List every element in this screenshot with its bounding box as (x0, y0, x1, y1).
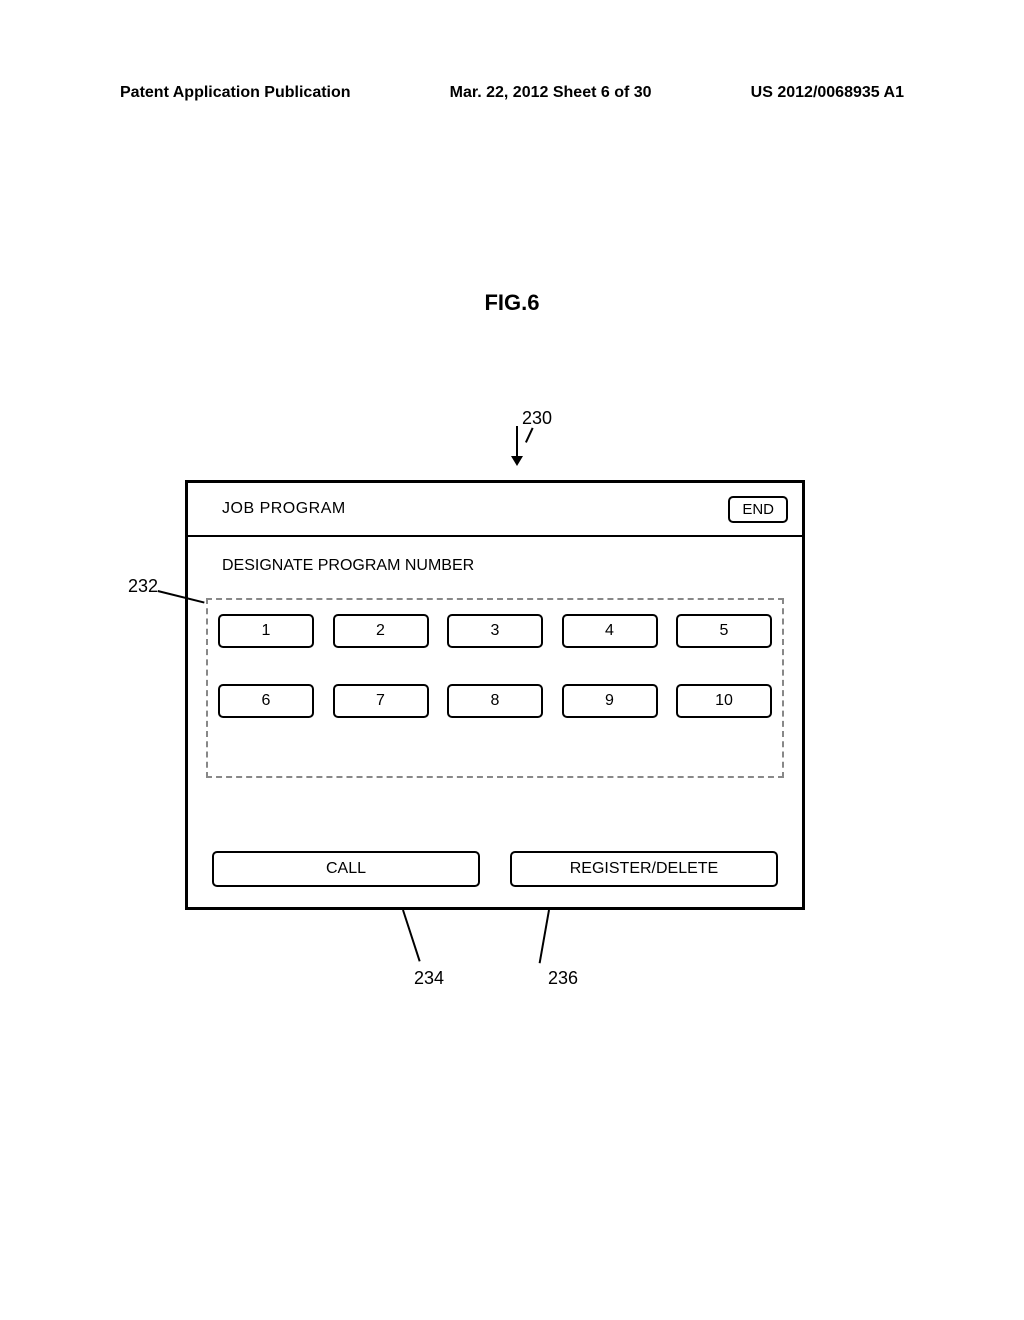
call-button[interactable]: CALL (212, 851, 480, 887)
page: Patent Application Publication Mar. 22, … (0, 0, 1024, 1320)
program-number-group: 1 2 3 4 5 6 7 8 9 10 (206, 598, 784, 778)
program-number-button[interactable]: 6 (218, 684, 314, 718)
number-row: 1 2 3 4 5 (218, 614, 772, 648)
panel-title-row: JOB PROGRAM END (188, 483, 802, 537)
leader-line (402, 910, 421, 962)
program-number-button[interactable]: 8 (447, 684, 543, 718)
header-left: Patent Application Publication (120, 84, 351, 102)
header-right: US 2012/0068935 A1 (751, 84, 904, 102)
program-number-button[interactable]: 3 (447, 614, 543, 648)
end-button[interactable]: END (728, 496, 788, 523)
number-row: 6 7 8 9 10 (218, 684, 772, 718)
program-number-button[interactable]: 9 (562, 684, 658, 718)
ref-num-236: 236 (548, 968, 578, 989)
job-program-panel: JOB PROGRAM END DESIGNATE PROGRAM NUMBER… (185, 480, 805, 910)
figure-label: FIG.6 (484, 290, 539, 316)
page-header: Patent Application Publication Mar. 22, … (120, 84, 904, 102)
header-center: Mar. 22, 2012 Sheet 6 of 30 (450, 84, 652, 102)
program-number-button[interactable]: 5 (676, 614, 772, 648)
program-number-button[interactable]: 1 (218, 614, 314, 648)
leader-line (525, 427, 534, 442)
register-delete-button[interactable]: REGISTER/DELETE (510, 851, 778, 887)
ref-num-234: 234 (414, 968, 444, 989)
panel-subtitle: DESIGNATE PROGRAM NUMBER (188, 537, 802, 575)
program-number-button[interactable]: 7 (333, 684, 429, 718)
ref-num-232: 232 (128, 576, 158, 597)
program-number-button[interactable]: 10 (676, 684, 772, 718)
ref-num-230: 230 (522, 408, 552, 429)
bottom-button-row: CALL REGISTER/DELETE (212, 851, 778, 887)
program-number-button[interactable]: 4 (562, 614, 658, 648)
program-number-button[interactable]: 2 (333, 614, 429, 648)
leader-line (539, 910, 550, 964)
panel-title: JOB PROGRAM (222, 500, 346, 518)
arrow-down-icon (516, 426, 518, 464)
